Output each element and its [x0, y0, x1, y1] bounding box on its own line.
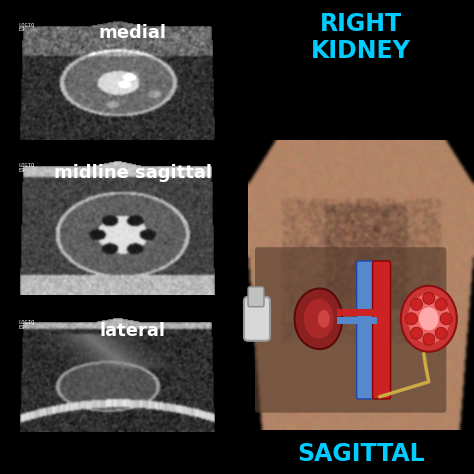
- FancyBboxPatch shape: [248, 287, 264, 307]
- Circle shape: [435, 327, 447, 339]
- Text: medial: medial: [99, 24, 167, 42]
- Circle shape: [440, 313, 452, 325]
- Circle shape: [410, 298, 422, 310]
- Ellipse shape: [304, 299, 334, 339]
- FancyBboxPatch shape: [244, 297, 270, 341]
- Text: lateral: lateral: [100, 321, 166, 339]
- FancyBboxPatch shape: [373, 261, 391, 399]
- Circle shape: [423, 292, 435, 304]
- Ellipse shape: [408, 294, 450, 344]
- Text: midline sagittal: midline sagittal: [54, 164, 212, 182]
- Circle shape: [435, 298, 447, 310]
- Text: RIGHT
KIDNEY: RIGHT KIDNEY: [311, 12, 411, 63]
- Ellipse shape: [318, 310, 330, 328]
- Ellipse shape: [401, 286, 457, 352]
- Polygon shape: [294, 289, 342, 349]
- Text: LOGIQ
E9: LOGIQ E9: [18, 319, 34, 330]
- Circle shape: [410, 327, 422, 339]
- Circle shape: [405, 313, 418, 325]
- Text: SAGITTAL: SAGITTAL: [297, 442, 425, 466]
- FancyBboxPatch shape: [356, 261, 374, 399]
- Circle shape: [423, 333, 435, 345]
- Text: LOGIQ
E9: LOGIQ E9: [18, 163, 34, 173]
- Ellipse shape: [419, 307, 438, 330]
- FancyBboxPatch shape: [255, 247, 447, 413]
- Text: LOGIQ
E9: LOGIQ E9: [18, 22, 34, 32]
